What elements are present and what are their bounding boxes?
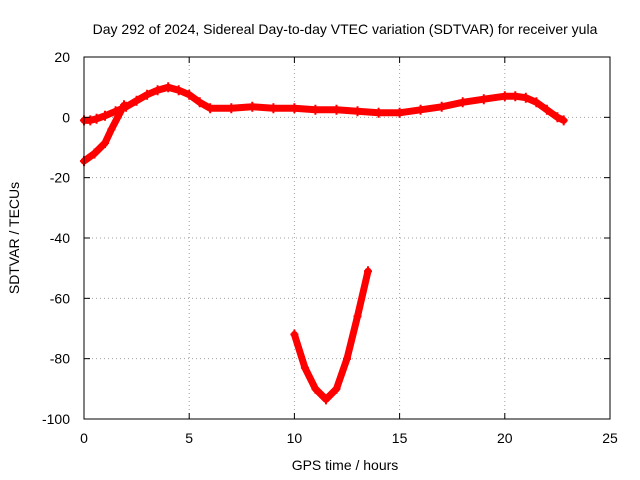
data-point-main-20 (353, 106, 362, 117)
data-point-main-24 (437, 101, 446, 112)
data-point-main-12 (195, 97, 204, 108)
x-axis-label: GPS time / hours (292, 457, 399, 473)
data-point-main-14 (227, 103, 236, 114)
x-tick-label-0: 0 (80, 430, 88, 446)
series-line-main (80, 83, 568, 124)
chart-title: Day 292 of 2024, Sidereal Day-to-day VTE… (93, 21, 598, 37)
x-tick-label-5: 25 (602, 430, 618, 446)
y-tick-label-1: -80 (50, 351, 70, 367)
y-tick-label-3: -40 (50, 230, 70, 246)
data-point-dip-6 (353, 311, 362, 322)
y-tick-label-2: -60 (50, 290, 70, 306)
data-point-main-33 (559, 115, 568, 126)
x-tick-label-2: 10 (287, 430, 303, 446)
data-point-main-7 (143, 89, 152, 100)
data-point-main-25 (458, 97, 467, 108)
data-point-main-19 (332, 104, 341, 115)
y-tick-label-6: 20 (54, 49, 70, 65)
data-point-early-drop-2 (101, 138, 109, 148)
data-point-main-16 (269, 103, 278, 114)
data-point-dip-5 (343, 353, 351, 364)
data-point-dip-1 (300, 362, 309, 373)
data-point-main-32 (553, 112, 562, 123)
data-point-main-21 (374, 107, 383, 118)
data-point-main-6 (132, 95, 141, 106)
data-point-main-31 (542, 104, 551, 115)
series-line-dip (290, 267, 372, 403)
series-line-early-drop (80, 101, 128, 165)
data-point-early-drop-5 (120, 100, 128, 111)
data-point-main-29 (521, 92, 530, 103)
data-point-main-11 (185, 89, 194, 100)
data-point-main-23 (416, 104, 425, 115)
data-point-main-1 (86, 115, 95, 126)
data-point-main-22 (395, 107, 404, 118)
data-point-dip-7 (364, 266, 372, 277)
data-point-main-17 (290, 103, 299, 114)
data-point-main-9 (164, 82, 173, 93)
data-point-early-drop-3 (107, 124, 116, 135)
data-point-main-10 (174, 85, 183, 96)
y-tick-label-5: 0 (62, 109, 70, 125)
data-point-main-30 (532, 97, 541, 108)
y-tick-label-0: -100 (42, 411, 70, 427)
data-point-dip-4 (332, 383, 341, 394)
data-point-dip-3 (322, 394, 330, 405)
data-point-dip-2 (311, 383, 320, 394)
data-point-main-3 (101, 110, 109, 121)
x-tick-label-3: 15 (392, 430, 408, 446)
data-point-main-8 (153, 85, 162, 96)
y-tick-label-4: -20 (50, 170, 70, 186)
data-point-main-27 (500, 91, 509, 102)
data-point-main-18 (311, 104, 320, 115)
data-point-main-26 (479, 94, 488, 105)
data-point-dip-0 (290, 329, 299, 340)
data-point-main-13 (206, 103, 215, 114)
data-point-main-28 (511, 91, 520, 102)
data-point-main-15 (248, 101, 257, 112)
axis-ticks: 0 5 10 15 20 25 -100 -80 -60 -40 -20 0 20 (42, 49, 618, 446)
x-tick-label-4: 20 (497, 430, 513, 446)
data-point-main-2 (92, 113, 101, 124)
data-point-early-drop-1 (90, 148, 99, 159)
data-point-early-drop-4 (113, 112, 122, 123)
x-tick-label-1: 5 (185, 430, 193, 446)
data-series-group (80, 82, 568, 405)
y-axis-label: SDTVAR / TECUs (6, 182, 22, 294)
